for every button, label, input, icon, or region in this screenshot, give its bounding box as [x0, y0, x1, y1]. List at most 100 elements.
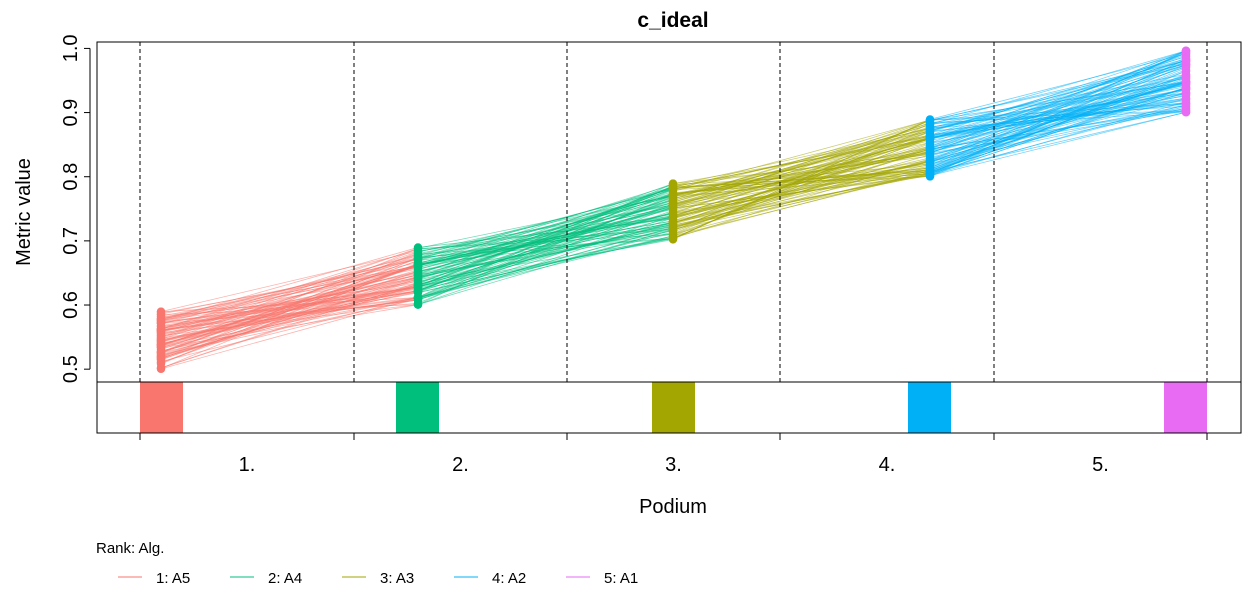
sample-line: [417, 215, 674, 264]
sample-line: [160, 288, 419, 318]
sample-line: [672, 146, 931, 218]
podium-label: 2.: [452, 454, 469, 476]
sample-point: [668, 225, 678, 234]
podium-label: 3.: [665, 454, 682, 476]
sample-line: [672, 131, 931, 210]
sample-line: [672, 138, 931, 206]
sample-line: [929, 50, 1187, 125]
sample-line: [417, 193, 674, 291]
sample-line: [417, 203, 674, 288]
sample-line: [929, 54, 1187, 140]
sample-point: [1181, 48, 1191, 57]
sample-line: [160, 299, 419, 335]
y-axis-label: Metric value: [13, 158, 35, 266]
sample-line: [929, 60, 1187, 166]
sample-line: [929, 109, 1187, 150]
sample-line: [417, 195, 674, 249]
sample-line: [929, 111, 1187, 124]
sample-point: [413, 244, 423, 253]
sample-line: [417, 194, 674, 261]
sample-line: [160, 287, 419, 358]
sample-point: [668, 183, 678, 192]
sample-line: [672, 148, 931, 231]
sample-line: [672, 160, 931, 217]
podium-label: 4.: [879, 454, 896, 476]
sample-line: [929, 53, 1187, 120]
sample-line: [417, 226, 674, 298]
sample-line: [929, 51, 1187, 164]
sample-line: [160, 283, 419, 337]
sample-line: [417, 204, 674, 259]
sample-point: [1181, 74, 1191, 83]
podium-label: 5.: [1092, 454, 1109, 476]
sample-line: [417, 186, 674, 285]
x-axis-label: Podium: [639, 496, 707, 518]
sample-point: [668, 190, 678, 199]
sample-line: [160, 302, 419, 324]
sample-point: [668, 197, 678, 207]
legend-entry-label: 3: A3: [380, 570, 414, 587]
sample-point: [156, 364, 166, 373]
legend-entry-label: 4: A2: [492, 570, 526, 587]
legend-title: Rank: Alg.: [96, 540, 164, 557]
sample-line: [417, 200, 674, 255]
sample-point: [413, 279, 423, 289]
sample-line: [417, 222, 674, 289]
sample-line: [160, 274, 419, 333]
sample-point: [1181, 107, 1191, 116]
sample-line: [417, 207, 674, 272]
sample-point: [156, 326, 166, 335]
sample-line: [929, 88, 1187, 153]
sample-line: [929, 64, 1187, 140]
sample-line: [160, 277, 419, 342]
sample-line: [929, 83, 1187, 138]
sample-line: [929, 95, 1187, 137]
podium-bar: [908, 382, 951, 433]
sample-line: [160, 248, 419, 330]
sample-line: [672, 163, 931, 223]
sample-line: [160, 264, 419, 331]
sample-line: [929, 88, 1187, 162]
sample-line: [929, 61, 1187, 175]
sample-line: [417, 229, 674, 277]
sample-line: [417, 229, 674, 300]
sample-point: [413, 293, 423, 302]
sample-line: [672, 171, 931, 188]
sample-line: [672, 171, 931, 194]
sample-point: [668, 209, 678, 218]
podium-bar: [1164, 382, 1207, 433]
y-tick-label: 0.9: [60, 99, 82, 127]
sample-line: [672, 128, 931, 205]
podium-dividers: [139, 42, 1208, 440]
sample-line: [417, 188, 674, 288]
x-axis: 1. 2. 3. 4. 5.: [239, 454, 1109, 476]
sample-line: [417, 194, 674, 304]
y-tick-label: 0.6: [60, 291, 82, 319]
sample-line: [160, 291, 419, 324]
sample-point: [1181, 84, 1191, 94]
podium-bar: [396, 382, 439, 433]
sample-point: [156, 315, 166, 324]
sample-line: [417, 213, 674, 270]
sample-line: [672, 127, 931, 192]
podium-bar: [140, 382, 183, 433]
sample-line: [672, 173, 931, 230]
sample-point: [668, 234, 678, 243]
podium-bar: [652, 382, 695, 433]
chart-title: c_ideal: [637, 9, 708, 32]
sample-line: [417, 184, 674, 265]
legend-entry-label: 2: A4: [268, 570, 302, 587]
sample-line: [672, 151, 931, 196]
sample-point: [1181, 54, 1191, 63]
sample-line: [672, 135, 931, 197]
sample-line: [672, 119, 931, 191]
sample-line: [672, 175, 931, 197]
sample-lines: [160, 50, 1187, 370]
y-axis: 0.5 0.6 0.7 0.8 0.9 1.0: [60, 34, 91, 383]
sample-point: [1181, 101, 1191, 110]
podium-bars: [140, 382, 1207, 433]
sample-line: [929, 67, 1187, 171]
sample-point: [925, 142, 935, 151]
sample-line: [672, 138, 931, 185]
